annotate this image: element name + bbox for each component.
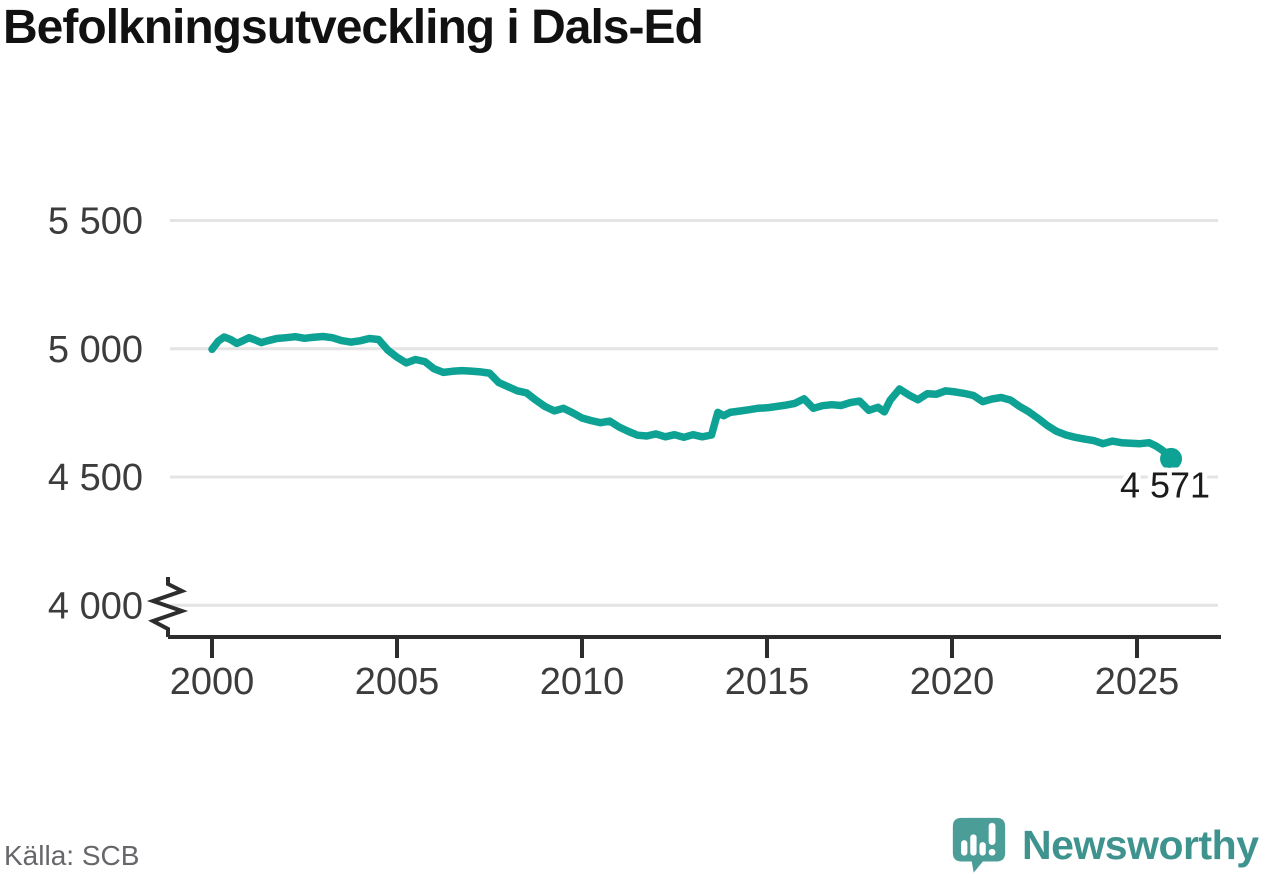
y-tick-label: 5 500 — [48, 201, 143, 243]
gridlines — [170, 219, 1218, 607]
population-trend-line — [208, 332, 1175, 463]
x-tick-label: 2015 — [725, 661, 810, 703]
newsworthy-logo: Newsworthy — [948, 814, 1259, 876]
x-axis: 2000 2005 2010 2015 2020 2025 — [168, 635, 1221, 703]
newsworthy-logo-text: Newsworthy — [1022, 821, 1259, 868]
chart-title: Befolkningsutveckling i Dals-Ed — [3, 1, 704, 54]
newsworthy-logo-icon — [952, 817, 1006, 873]
y-tick-label: 4 500 — [48, 457, 143, 499]
x-tick-label: 2005 — [355, 661, 440, 703]
end-point-marker — [1160, 447, 1183, 470]
end-value-label: 4 571 — [1120, 464, 1210, 505]
y-tick-label: 5 000 — [48, 329, 143, 371]
x-tick-label: 2000 — [170, 661, 255, 703]
y-axis-labels: 4 000 4 500 5 000 5 500 — [48, 201, 143, 628]
x-tick-label: 2020 — [910, 661, 995, 703]
x-tick-label: 2025 — [1095, 661, 1180, 703]
y-tick-label: 4 000 — [48, 585, 143, 627]
x-tick-label: 2010 — [540, 661, 625, 703]
source-label: Källa: SCB — [4, 840, 140, 871]
axis-break-icon — [146, 577, 189, 637]
